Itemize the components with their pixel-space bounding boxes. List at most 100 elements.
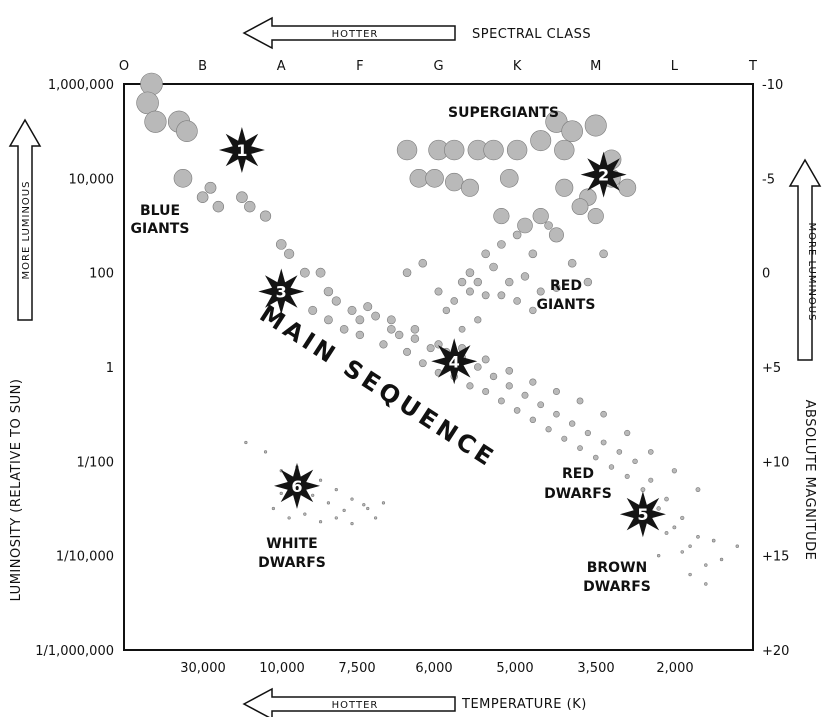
star-point [308, 305, 318, 315]
main-sequence-label: MAIN SEQUENCE [255, 300, 502, 474]
star-point [331, 296, 341, 306]
star-point [355, 315, 365, 325]
star-point [632, 458, 638, 465]
star-point [140, 72, 163, 96]
star-point [680, 550, 684, 554]
star-point [418, 258, 428, 268]
star-point [680, 515, 685, 521]
numbered-star-marker [274, 462, 320, 509]
top-tick-label: L [671, 59, 679, 74]
star-point [561, 120, 583, 142]
star-point [530, 130, 552, 152]
star-point [284, 248, 295, 259]
star-point [513, 297, 521, 305]
star-point [656, 553, 661, 558]
star-point [544, 221, 553, 230]
marker-number: 1 [236, 141, 247, 160]
star-point [577, 445, 583, 452]
star-point [311, 493, 315, 497]
star-point [204, 181, 217, 194]
blue-giants-label-line2: GIANTS [131, 221, 190, 237]
star-point [671, 468, 677, 474]
left-luminous-arrow: MORE LUMINOUS [8, 118, 42, 321]
red-dwarfs-label-line2: DWARFS [544, 486, 612, 502]
star-point [520, 272, 530, 281]
star-point [465, 287, 474, 296]
top-tick-label: G [433, 59, 443, 74]
numbered-star-marker [580, 151, 627, 198]
top-tick-label: A [277, 59, 286, 74]
star-point [529, 378, 537, 386]
star-point [371, 311, 380, 321]
top-axis-title: SPECTRAL CLASS [472, 27, 591, 42]
right-tick-label: +20 [762, 644, 789, 659]
star-point [489, 372, 498, 381]
star-point [600, 439, 607, 446]
marker-number: 5 [637, 505, 648, 524]
star-point [688, 572, 692, 577]
star-point [587, 207, 604, 225]
right-luminous-label: MORE LUMINOUS [806, 223, 817, 322]
star-point [379, 340, 388, 349]
bottom-axis-ticks: 30,000 10,000 7,500 6,000 5,000 3,500 2,000 [180, 661, 693, 676]
star-point [529, 416, 537, 424]
star-point [704, 582, 708, 586]
star-point [334, 488, 338, 492]
star-point [664, 531, 669, 535]
star-point [624, 473, 630, 479]
star-point [624, 429, 631, 437]
star-point [259, 210, 272, 222]
star-point [497, 291, 506, 300]
bottom-tick-label: 10,000 [259, 661, 305, 676]
star-point [426, 344, 435, 353]
star-point [444, 139, 465, 161]
star-point [483, 139, 504, 161]
star-point [664, 496, 669, 502]
left-tick-label: 1/100 [77, 455, 114, 470]
star-point [275, 239, 287, 250]
star-point [403, 347, 412, 356]
star-point [545, 426, 552, 433]
star-point [552, 388, 560, 396]
star-point [548, 227, 564, 243]
star-point [418, 359, 427, 368]
star-point [450, 297, 459, 305]
bottom-hotter-arrow: HOTTER [242, 687, 456, 717]
star-point [363, 302, 373, 312]
star-point [711, 538, 716, 543]
top-tick-label: O [119, 59, 129, 74]
right-tick-label: -10 [762, 78, 783, 93]
star-point [342, 508, 346, 512]
bottom-tick-label: 3,500 [577, 661, 614, 676]
star-point [513, 407, 521, 414]
star-point [409, 169, 429, 188]
top-tick-label: M [590, 59, 601, 74]
bottom-tick-label: 2,000 [656, 661, 693, 676]
star-point [144, 110, 167, 133]
star-point [696, 534, 700, 539]
star-point [303, 512, 307, 516]
star-point [555, 178, 574, 197]
star-point [386, 315, 396, 325]
star-point [521, 391, 529, 399]
brown-dwarfs-label-line1: BROWN [587, 560, 648, 576]
star-point [481, 355, 490, 364]
top-tick-label: B [198, 59, 207, 74]
left-axis-ticks: 1,000,000 10,000 100 1 1/100 1/10,000 1/1,000,… [35, 78, 114, 659]
right-axis-ticks: -10 -5 0 +5 +10 +15 +20 [762, 78, 789, 659]
star-point [567, 258, 577, 268]
plot-frame [123, 83, 754, 651]
star-point [672, 525, 677, 530]
star-point [396, 139, 418, 161]
star-point [554, 139, 575, 161]
numbered-star-marker [619, 491, 666, 538]
star-point [136, 91, 159, 115]
star-point [481, 249, 490, 259]
white-dwarfs-label-line1: WHITE [266, 536, 317, 552]
bottom-tick-label: 5,000 [496, 661, 533, 676]
numbered-star-marker [218, 127, 265, 173]
star-point [362, 503, 366, 507]
left-tick-label: 1/10,000 [56, 550, 114, 565]
star-point [497, 397, 505, 405]
